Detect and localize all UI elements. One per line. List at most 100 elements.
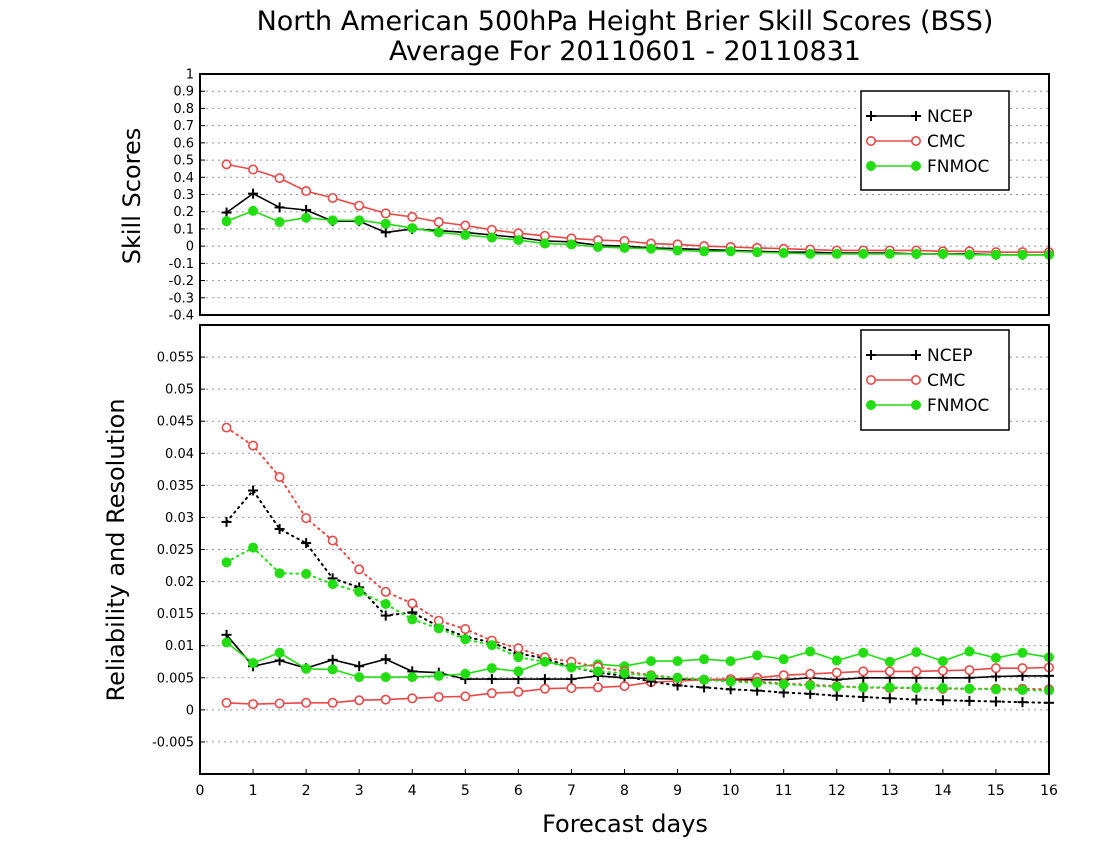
top-point-fnmoc-2-1 <box>248 205 259 216</box>
top-series-fnmoc-solid <box>221 205 1054 260</box>
top-point-cmc-1-2 <box>274 173 285 184</box>
bottom-point-fnmoc-2-20 <box>752 650 763 661</box>
bottom-point-fnmoc-5-26 <box>911 683 922 694</box>
top-point-ncep-0-0 <box>221 207 232 218</box>
bottom-point-ncep-3-25 <box>884 693 895 704</box>
bottom-ytick-label-10: 0.005 <box>157 671 194 686</box>
top-ytick-label-9: 0.1 <box>173 222 194 237</box>
bottom-series-fnmoc-dotted <box>221 542 1054 696</box>
bottom-line-cmc-dotted <box>225 426 1050 691</box>
top-point-cmc-1-3 <box>301 186 312 197</box>
top-point-fnmoc-2-22 <box>805 248 816 259</box>
bottom-point-ncep-0-29 <box>990 671 1001 682</box>
bottom-point-fnmoc-2-1 <box>248 658 259 669</box>
chart-title-line1: North American 500hPa Height Brier Skill… <box>257 6 994 37</box>
bottom-legend: NCEP CMC FNMOC <box>860 329 1010 431</box>
top-legend-marker-right-ncep <box>911 111 921 121</box>
top-point-fnmoc-2-5 <box>354 215 365 226</box>
bottom-series-cmc-dotted <box>221 422 1055 695</box>
bottom-point-ncep-3-26 <box>911 694 922 705</box>
bottom-point-cmc-4-2 <box>274 472 285 483</box>
bottom-point-fnmoc-2-9 <box>460 668 471 679</box>
top-point-fnmoc-2-21 <box>778 248 789 259</box>
top-point-fnmoc-2-7 <box>407 223 418 234</box>
bottom-point-fnmoc-2-26 <box>911 647 922 658</box>
top-legend-marker-left-fnmoc <box>866 161 876 171</box>
bottom-point-fnmoc-5-0 <box>221 557 232 568</box>
xtick-label-0: 0 <box>196 783 205 799</box>
top-ytick-label-8: 0.2 <box>173 205 194 220</box>
bottom-point-fnmoc-2-18 <box>699 654 710 665</box>
bottom-series-cmc-solid <box>221 662 1055 710</box>
bottom-point-cmc-1-22 <box>805 668 816 679</box>
bottom-point-ncep-0-13 <box>566 674 577 685</box>
bottom-point-cmc-1-5 <box>354 695 365 706</box>
bottom-point-ncep-3-3 <box>301 538 312 549</box>
bottom-point-fnmoc-2-23 <box>831 655 842 666</box>
bottom-point-cmc-1-4 <box>327 697 338 708</box>
bottom-point-fnmoc-2-27 <box>937 656 948 667</box>
bottom-point-cmc-1-2 <box>274 698 285 709</box>
bottom-point-cmc-1-23 <box>831 667 842 678</box>
bottom-point-ncep-3-2 <box>274 523 285 534</box>
top-point-fnmoc-2-12 <box>539 238 550 249</box>
bottom-point-fnmoc-2-10 <box>486 663 497 674</box>
top-ytick-label-3: 0.7 <box>173 119 194 134</box>
top-point-cmc-1-1 <box>248 164 259 175</box>
bottom-point-cmc-4-0 <box>221 422 232 433</box>
bottom-point-cmc-1-27 <box>937 665 948 676</box>
bottom-ytick-label-12: -0.005 <box>152 735 194 750</box>
bottom-point-cmc-1-3 <box>301 697 312 708</box>
top-point-fnmoc-2-26 <box>911 248 922 259</box>
bottom-point-ncep-3-22 <box>805 688 816 699</box>
bottom-ytick-label-8: 0.015 <box>157 607 194 622</box>
bottom-point-cmc-1-13 <box>566 683 577 694</box>
top-point-fnmoc-2-29 <box>990 249 1001 260</box>
top-line-fnmoc-solid <box>226 210 1049 256</box>
top-point-ncep-0-6 <box>380 227 391 238</box>
xtick-label-16: 16 <box>1040 783 1058 799</box>
top-y-tick-labels: 1 0.9 0.8 0.7 0.6 0.5 0.4 0.3 0.2 0.1 0 -0.1 -0.2 -0.… <box>169 68 194 324</box>
bottom-point-fnmoc-5-5 <box>354 586 365 597</box>
top-point-fnmoc-2-18 <box>699 246 710 257</box>
bottom-ytick-label-4: 0.035 <box>157 479 194 494</box>
bottom-point-cmc-1-10 <box>486 688 497 699</box>
bottom-point-fnmoc-2-24 <box>858 647 869 658</box>
bottom-point-fnmoc-2-8 <box>433 670 444 681</box>
bottom-point-cmc-1-25 <box>884 666 895 677</box>
top-point-ncep-0-2 <box>274 202 285 213</box>
bottom-point-cmc-1-14 <box>592 682 603 693</box>
top-point-fnmoc-2-13 <box>566 239 577 250</box>
bottom-legend-label-ncep: NCEP <box>927 346 973 366</box>
bottom-point-fnmoc-2-3 <box>301 663 312 674</box>
top-point-fnmoc-2-6 <box>380 218 391 229</box>
bottom-point-fnmoc-5-7 <box>407 614 418 625</box>
top-ytick-label-11: -0.1 <box>169 257 194 272</box>
bottom-point-ncep-0-6 <box>380 654 391 665</box>
xtick-label-7: 7 <box>567 783 576 799</box>
bottom-point-fnmoc-5-24 <box>858 682 869 693</box>
top-point-fnmoc-2-4 <box>327 215 338 226</box>
bottom-point-ncep-3-6 <box>380 610 391 621</box>
bottom-point-fnmoc-5-29 <box>990 684 1001 695</box>
bottom-point-fnmoc-5-9 <box>460 634 471 645</box>
bottom-point-ncep-0-10 <box>486 674 497 685</box>
bottom-point-fnmoc-2-21 <box>778 654 789 665</box>
xtick-label-12: 12 <box>828 783 846 799</box>
xtick-label-4: 4 <box>408 783 417 799</box>
bottom-point-cmc-1-7 <box>407 693 418 704</box>
top-legend-marker-left-cmc <box>865 136 876 147</box>
top-point-fnmoc-2-19 <box>725 246 736 257</box>
top-legend-marker-right-cmc <box>910 136 921 147</box>
top-point-ncep-0-1 <box>248 188 259 199</box>
top-point-cmc-1-4 <box>327 192 338 203</box>
top-ytick-label-7: 0.3 <box>173 188 194 203</box>
bottom-point-ncep-3-0 <box>221 516 232 527</box>
bottom-point-fnmoc-2-7 <box>407 672 418 683</box>
bottom-point-fnmoc-2-0 <box>221 637 232 648</box>
bottom-point-fnmoc-5-11 <box>513 652 524 663</box>
top-legend: NCEP CMC FNMOC <box>860 90 1010 191</box>
bottom-point-cmc-4-3 <box>301 513 312 524</box>
bottom-ytick-label-2: 0.045 <box>157 415 194 430</box>
